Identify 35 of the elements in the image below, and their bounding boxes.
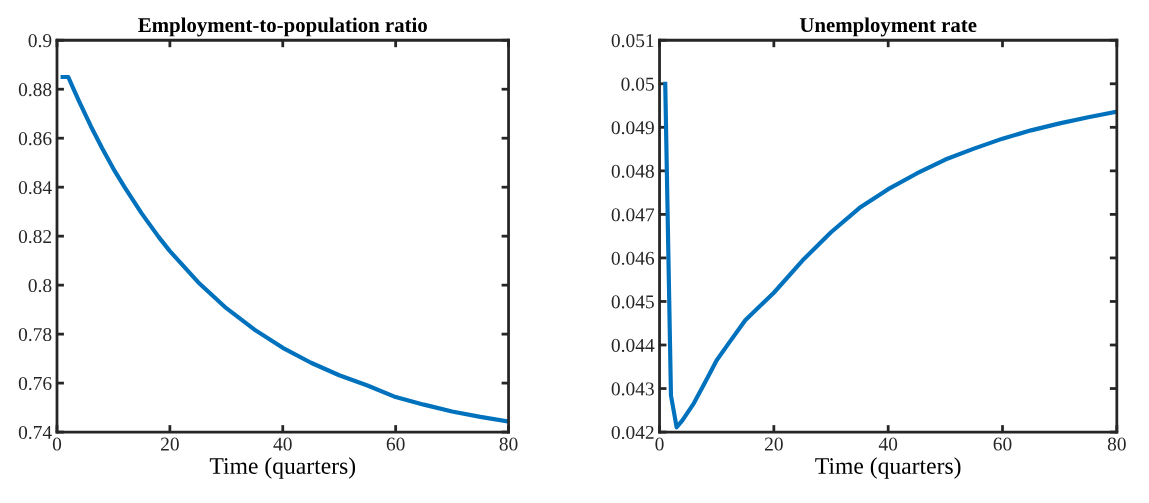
y-tick-label: 0.05: [621, 77, 654, 91]
y-tick-label: 0.048: [611, 164, 654, 178]
y-tick-label: 0.8: [28, 278, 52, 293]
x-tick-label: 20: [764, 437, 783, 451]
x-tick-label: 80: [1107, 437, 1126, 451]
chart-title: Unemployment rate: [799, 17, 977, 37]
y-tick-label: 0.044: [611, 338, 655, 353]
line-series: [60, 74, 509, 424]
y-tick-label: 0.82: [18, 229, 52, 244]
x-tick-label: 80: [499, 437, 518, 451]
y-tick-label: 0.78: [18, 327, 52, 342]
y-tick-label: 0.86: [18, 132, 52, 146]
x-tick-label: 60: [993, 437, 1012, 451]
y-tick-label: 0.045: [611, 295, 654, 309]
chart-title: Employment-to-population ratio: [138, 17, 427, 37]
x-tick-label: 0: [52, 437, 62, 451]
y-tick-label: 0.84: [18, 180, 52, 195]
y-tick-label: 0.042: [611, 425, 654, 440]
line-series: [663, 81, 1117, 430]
x-tick-label: 40: [273, 437, 292, 451]
y-tick-label: 0.046: [611, 251, 655, 265]
y-tick-label: 0.88: [18, 83, 52, 97]
x-tick-label: 40: [878, 437, 898, 451]
x-tick-label: 60: [386, 437, 405, 451]
y-tick-label: 0.047: [611, 208, 655, 222]
y-tick-label: 0.76: [18, 376, 52, 391]
y-tick-label: 0.049: [611, 121, 654, 135]
x-tick-label: 20: [161, 437, 179, 451]
x-tick-label: 0: [655, 437, 664, 451]
y-tick-label: 0.9: [28, 34, 52, 48]
y-tick-label: 0.051: [611, 34, 654, 48]
y-tick-label: 0.043: [611, 382, 654, 396]
x-axis-title: Time (quarters): [815, 457, 961, 479]
y-tick-label: 0.74: [18, 425, 52, 440]
x-axis-title: Time (quarters): [209, 457, 356, 479]
